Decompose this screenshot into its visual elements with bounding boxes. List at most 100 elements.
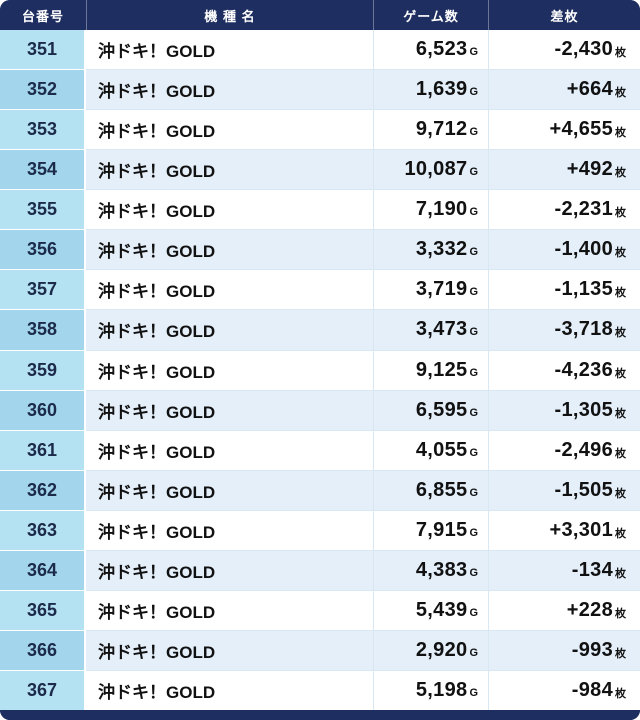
diff-coins-cell: -2,231 枚 [488, 189, 640, 230]
model-name-cell: 沖ドキ！GOLD [86, 469, 373, 510]
model-name-cell: 沖ドキ！GOLD [86, 389, 373, 430]
diff-coins-cell: -2,430 枚 [488, 30, 640, 70]
model-name-cell: 沖ドキ！GOLD [86, 189, 373, 229]
diff-coins-cell: -1,135 枚 [488, 269, 640, 310]
model-name-cell: 沖ドキ！GOLD [86, 309, 373, 349]
diff-coins-value: +228 [566, 598, 613, 621]
diff-coins-value: -984 [571, 679, 613, 702]
diff-coins-value: -1,135 [554, 278, 613, 301]
game-count-cell: 4,055 G [373, 429, 488, 470]
game-count-unit: G [469, 366, 478, 379]
diff-coins-cell: -1,505 枚 [488, 469, 640, 510]
game-count-unit: G [469, 566, 478, 579]
diff-coins-value: -2,231 [554, 198, 613, 221]
header-diff-coins: 差枚 [488, 0, 640, 30]
diff-coins-value: -1,505 [554, 478, 613, 501]
table-row: 359 沖ドキ！GOLD 9,125 G -4,236 枚 [0, 349, 640, 390]
model-name-cell: 沖ドキ！GOLD [86, 429, 373, 470]
diff-coins-cell: -4,236 枚 [488, 349, 640, 390]
game-count-value: 9,125 [415, 358, 468, 381]
machine-number-cell: 353 [0, 109, 86, 150]
header-game-count: ゲーム数 [373, 0, 488, 30]
table-row: 357 沖ドキ！GOLD 3,719 G -1,135 枚 [0, 269, 640, 310]
diff-coins-unit: 枚 [615, 688, 626, 701]
machine-number-cell: 354 [0, 149, 86, 190]
diff-coins-cell: -993 枚 [488, 629, 640, 670]
model-name-cell: 沖ドキ！GOLD [98, 42, 216, 62]
game-count-cell: 9,125 G [373, 349, 488, 390]
model-name-cell: 沖ドキ！GOLD [86, 69, 373, 109]
game-count-cell: 7,190 G [373, 189, 488, 230]
diff-coins-cell: -1,400 枚 [488, 229, 640, 270]
model-name-cell: 沖ドキ！GOLD [86, 509, 373, 550]
diff-coins-value: -134 [571, 558, 613, 581]
machine-number-cell: 363 [0, 509, 86, 550]
game-count-value: 6,855 [415, 478, 468, 501]
game-count-unit: G [469, 326, 478, 339]
game-count-cell: 6,595 G [373, 389, 488, 430]
game-count-cell: 3,332 G [373, 229, 488, 270]
model-name-cell: 沖ドキ！GOLD [86, 589, 373, 630]
game-count-cell: 1,639 G [373, 69, 488, 110]
table-body: 351 沖ドキ！GOLD 6,523 G -2,430 枚 352 沖ドキ！GOLD 1,639… [0, 30, 640, 711]
diff-coins-value: -2,496 [554, 438, 613, 461]
machine-number-cell: 357 [0, 269, 86, 310]
game-count-unit: G [469, 86, 478, 99]
machine-number-cell: 365 [0, 589, 86, 630]
game-count-value: 3,719 [415, 278, 468, 301]
game-count-value: 9,712 [415, 118, 468, 141]
diff-coins-unit: 枚 [615, 247, 626, 260]
diff-coins-unit: 枚 [615, 407, 626, 420]
machine-number-cell: 362 [0, 469, 86, 510]
diff-coins-value: +664 [566, 78, 613, 101]
diff-coins-cell: -984 枚 [488, 670, 640, 711]
machine-number-cell: 356 [0, 229, 86, 270]
machine-number-cell: 351 [0, 30, 86, 70]
game-count-unit: G [469, 446, 478, 459]
game-count-unit: G [469, 286, 478, 299]
table-row: 355 沖ドキ！GOLD 7,190 G -2,231 枚 [0, 189, 640, 230]
game-count-unit: G [469, 46, 478, 59]
header-model-name: 機 種 名 [86, 0, 373, 30]
table-row: 351 沖ドキ！GOLD 6,523 G -2,430 枚 [0, 30, 640, 70]
diff-coins-unit: 枚 [615, 367, 626, 380]
table-row: 356 沖ドキ！GOLD 3,332 G -1,400 枚 [0, 229, 640, 270]
diff-coins-value: -2,430 [554, 38, 613, 61]
game-count-value: 2,920 [415, 638, 468, 661]
diff-coins-value: +492 [566, 158, 613, 181]
game-count-cell: 3,719 G [373, 269, 488, 310]
model-name-cell: 沖ドキ！GOLD [86, 109, 373, 149]
game-count-value: 4,383 [415, 558, 468, 581]
game-count-unit: G [469, 206, 478, 219]
game-count-unit: G [469, 486, 478, 499]
game-count-cell: 3,473 G [373, 309, 488, 350]
game-count-unit: G [469, 687, 478, 700]
table-header: 台番号 機 種 名 ゲーム数 差枚 [0, 0, 640, 30]
diff-coins-cell: +4,655 枚 [488, 109, 640, 150]
diff-coins-value: -3,718 [554, 318, 613, 341]
machine-number-cell: 364 [0, 549, 86, 590]
game-count-value: 7,915 [415, 518, 468, 541]
game-count-value: 4,055 [415, 438, 468, 461]
diff-coins-unit: 枚 [615, 47, 626, 60]
game-count-value: 10,087 [404, 158, 468, 181]
model-name-cell: 沖ドキ！GOLD [86, 269, 373, 309]
diff-coins-cell: -1,305 枚 [488, 389, 640, 430]
diff-coins-unit: 枚 [615, 487, 626, 500]
table-row: 367 沖ドキ！GOLD 5,198 G -984 枚 [0, 670, 640, 711]
game-count-value: 3,332 [415, 238, 468, 261]
game-count-cell: 5,198 G [373, 670, 488, 711]
diff-coins-unit: 枚 [615, 167, 626, 180]
diff-coins-unit: 枚 [615, 647, 626, 660]
table-row: 353 沖ドキ！GOLD 9,712 G +4,655 枚 [0, 109, 640, 150]
game-count-cell: 4,383 G [373, 549, 488, 590]
model-name-cell: 沖ドキ！GOLD [86, 349, 373, 390]
game-count-value: 6,595 [415, 398, 468, 421]
machine-number-cell: 367 [0, 670, 86, 711]
game-count-value: 6,523 [415, 38, 468, 61]
diff-coins-value: -993 [571, 638, 613, 661]
diff-coins-cell: -3,718 枚 [488, 309, 640, 350]
model-name-cell: 沖ドキ！GOLD [86, 629, 373, 670]
diff-coins-cell: +664 枚 [488, 69, 640, 110]
